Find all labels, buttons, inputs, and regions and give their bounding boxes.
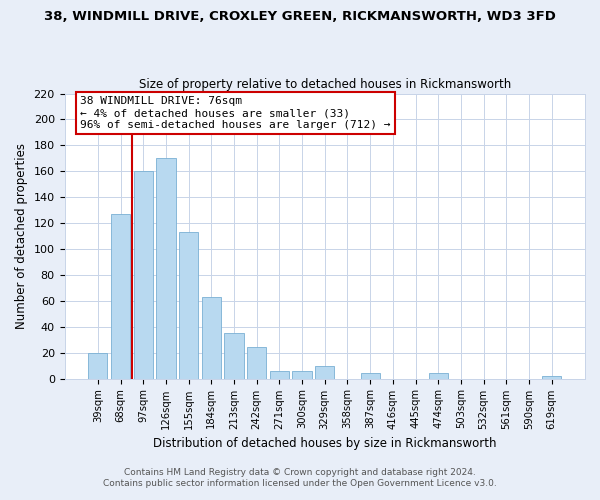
Bar bbox=[292, 371, 312, 378]
Text: 38 WINDMILL DRIVE: 76sqm
← 4% of detached houses are smaller (33)
96% of semi-de: 38 WINDMILL DRIVE: 76sqm ← 4% of detache… bbox=[80, 96, 391, 130]
Bar bbox=[88, 352, 107, 378]
Bar bbox=[224, 333, 244, 378]
Title: Size of property relative to detached houses in Rickmansworth: Size of property relative to detached ho… bbox=[139, 78, 511, 91]
Bar bbox=[428, 374, 448, 378]
Bar bbox=[111, 214, 130, 378]
Bar bbox=[247, 348, 266, 378]
Bar bbox=[542, 376, 562, 378]
Bar bbox=[134, 172, 153, 378]
Bar bbox=[202, 297, 221, 378]
Bar bbox=[179, 232, 198, 378]
Text: 38, WINDMILL DRIVE, CROXLEY GREEN, RICKMANSWORTH, WD3 3FD: 38, WINDMILL DRIVE, CROXLEY GREEN, RICKM… bbox=[44, 10, 556, 23]
Bar bbox=[315, 366, 334, 378]
Y-axis label: Number of detached properties: Number of detached properties bbox=[15, 143, 28, 329]
X-axis label: Distribution of detached houses by size in Rickmansworth: Distribution of detached houses by size … bbox=[153, 437, 497, 450]
Text: Contains HM Land Registry data © Crown copyright and database right 2024.
Contai: Contains HM Land Registry data © Crown c… bbox=[103, 468, 497, 487]
Bar bbox=[156, 158, 176, 378]
Bar bbox=[361, 374, 380, 378]
Bar bbox=[270, 371, 289, 378]
